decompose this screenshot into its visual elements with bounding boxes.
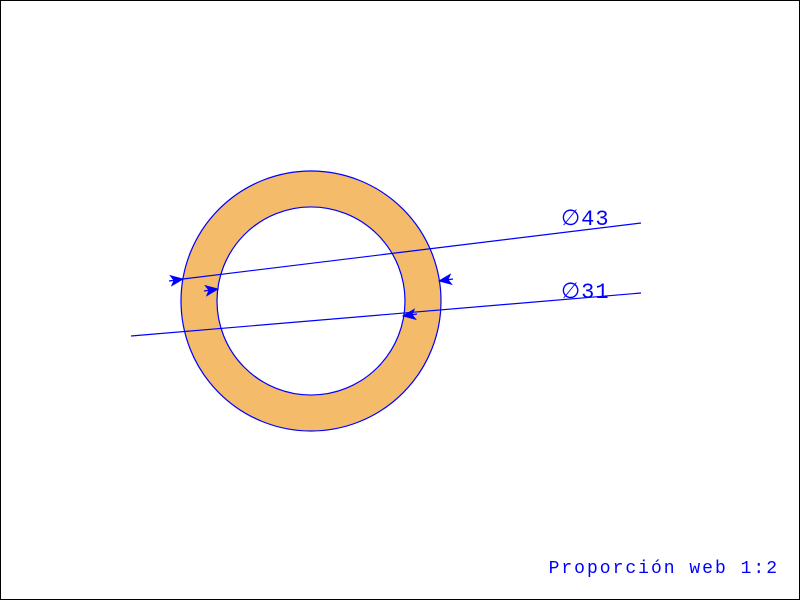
inner-diameter-label: ∅31 <box>561 279 610 305</box>
outer-diameter-label: ∅43 <box>561 206 610 232</box>
ring-shape <box>181 171 441 431</box>
footer-scale-text: Proporción web 1:2 <box>549 559 779 579</box>
diagram-svg <box>1 1 800 600</box>
diagram-canvas: ∅43 ∅31 Proporción web 1:2 <box>0 0 800 600</box>
